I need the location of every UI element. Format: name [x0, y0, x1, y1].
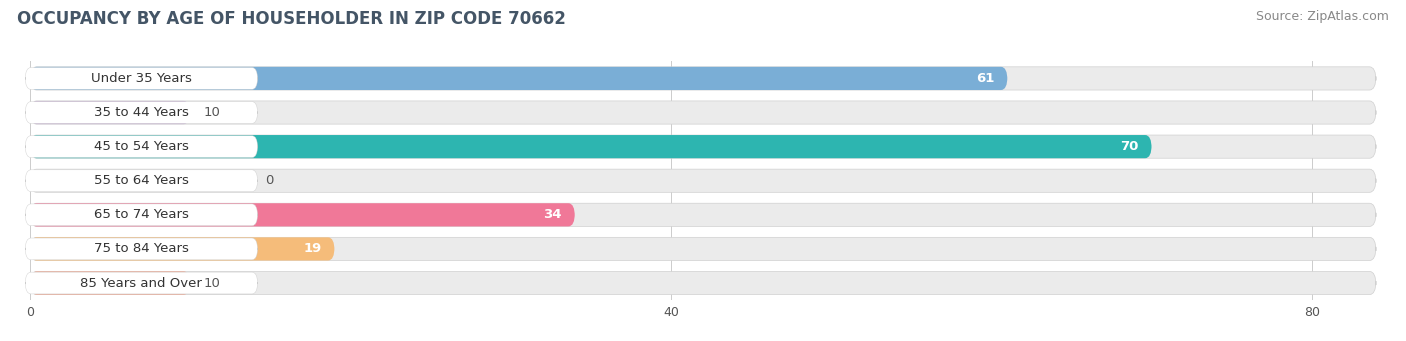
- FancyBboxPatch shape: [25, 170, 257, 192]
- FancyBboxPatch shape: [30, 101, 190, 124]
- FancyBboxPatch shape: [25, 204, 257, 226]
- FancyBboxPatch shape: [30, 135, 1376, 158]
- Text: 61: 61: [976, 72, 994, 85]
- FancyBboxPatch shape: [30, 135, 1152, 158]
- FancyBboxPatch shape: [30, 203, 575, 226]
- FancyBboxPatch shape: [30, 67, 1376, 90]
- FancyBboxPatch shape: [30, 237, 1376, 261]
- FancyBboxPatch shape: [30, 271, 1376, 295]
- Text: 70: 70: [1121, 140, 1139, 153]
- FancyBboxPatch shape: [30, 203, 1376, 226]
- FancyBboxPatch shape: [25, 136, 257, 158]
- FancyBboxPatch shape: [30, 67, 1008, 90]
- Text: Under 35 Years: Under 35 Years: [91, 72, 191, 85]
- Text: 55 to 64 Years: 55 to 64 Years: [94, 174, 188, 187]
- Text: 0: 0: [266, 174, 274, 187]
- Text: Source: ZipAtlas.com: Source: ZipAtlas.com: [1256, 10, 1389, 23]
- FancyBboxPatch shape: [30, 237, 335, 261]
- Text: 45 to 54 Years: 45 to 54 Years: [94, 140, 188, 153]
- FancyBboxPatch shape: [30, 271, 190, 295]
- Text: 35 to 44 Years: 35 to 44 Years: [94, 106, 188, 119]
- Text: 10: 10: [202, 277, 219, 290]
- FancyBboxPatch shape: [30, 169, 1376, 192]
- Text: OCCUPANCY BY AGE OF HOUSEHOLDER IN ZIP CODE 70662: OCCUPANCY BY AGE OF HOUSEHOLDER IN ZIP C…: [17, 10, 565, 28]
- Text: 19: 19: [304, 242, 322, 255]
- FancyBboxPatch shape: [25, 102, 257, 123]
- Text: 34: 34: [544, 208, 562, 221]
- FancyBboxPatch shape: [25, 68, 257, 89]
- FancyBboxPatch shape: [25, 272, 257, 294]
- FancyBboxPatch shape: [30, 101, 1376, 124]
- FancyBboxPatch shape: [25, 238, 257, 260]
- Text: 65 to 74 Years: 65 to 74 Years: [94, 208, 188, 221]
- Text: 85 Years and Over: 85 Years and Over: [80, 277, 202, 290]
- Text: 10: 10: [202, 106, 219, 119]
- Text: 75 to 84 Years: 75 to 84 Years: [94, 242, 188, 255]
